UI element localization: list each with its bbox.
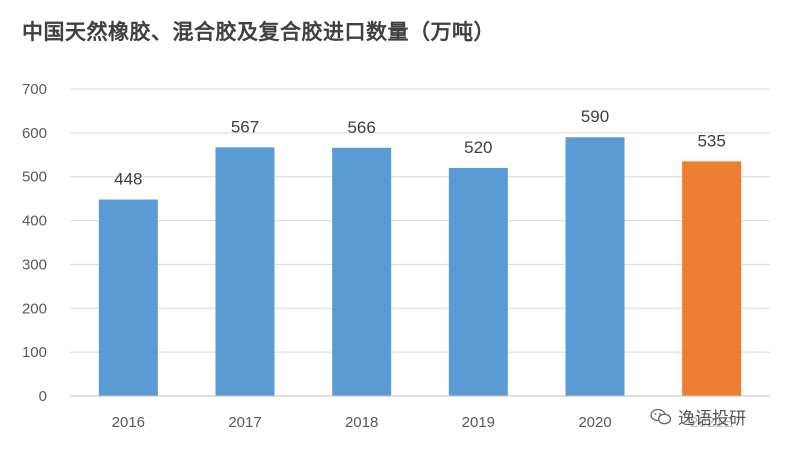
data-label: 566 [347,118,375,137]
axes: 0 100 200 300 400 500 600 700 2016 2017 2018 2019 20… [22,81,770,431]
y-tick-label: 100 [22,344,47,361]
data-label: 520 [464,138,492,157]
bar-2019 [448,167,508,396]
x-tick-label: 2020 [578,414,611,431]
bar-2016 [98,199,158,396]
grid-lines [70,88,770,353]
watermark-text: 逸语投研 [678,409,746,429]
y-tick-label: 0 [39,388,47,405]
bar-2020 [565,137,625,396]
bar-2018 [332,147,392,396]
bar-2021E [682,161,742,396]
y-tick-label: 200 [22,300,47,317]
bar-2017 [215,147,275,396]
x-tick-label: 2019 [462,414,495,431]
y-tick-label: 300 [22,256,47,273]
data-label: 590 [581,107,609,126]
x-tick-label: 2018 [345,414,378,431]
watermark: 逸语投研 [650,404,746,429]
y-tick-label: 700 [22,81,47,98]
y-tick-label: 600 [22,125,47,142]
bars [98,137,742,396]
wechat-icon [650,408,672,424]
chart-title: 中国天然橡胶、混合胶及复合胶进口数量（万吨） [22,20,495,44]
y-tick-label: 400 [22,213,47,230]
data-label: 448 [114,170,142,189]
data-labels: 448 567 566 520 590 535 [114,107,726,188]
x-tick-label: 2017 [228,414,261,431]
data-label: 535 [697,131,725,150]
x-tick-label: 2016 [112,414,145,431]
y-tick-label: 500 [22,169,47,186]
data-label: 567 [231,117,259,136]
